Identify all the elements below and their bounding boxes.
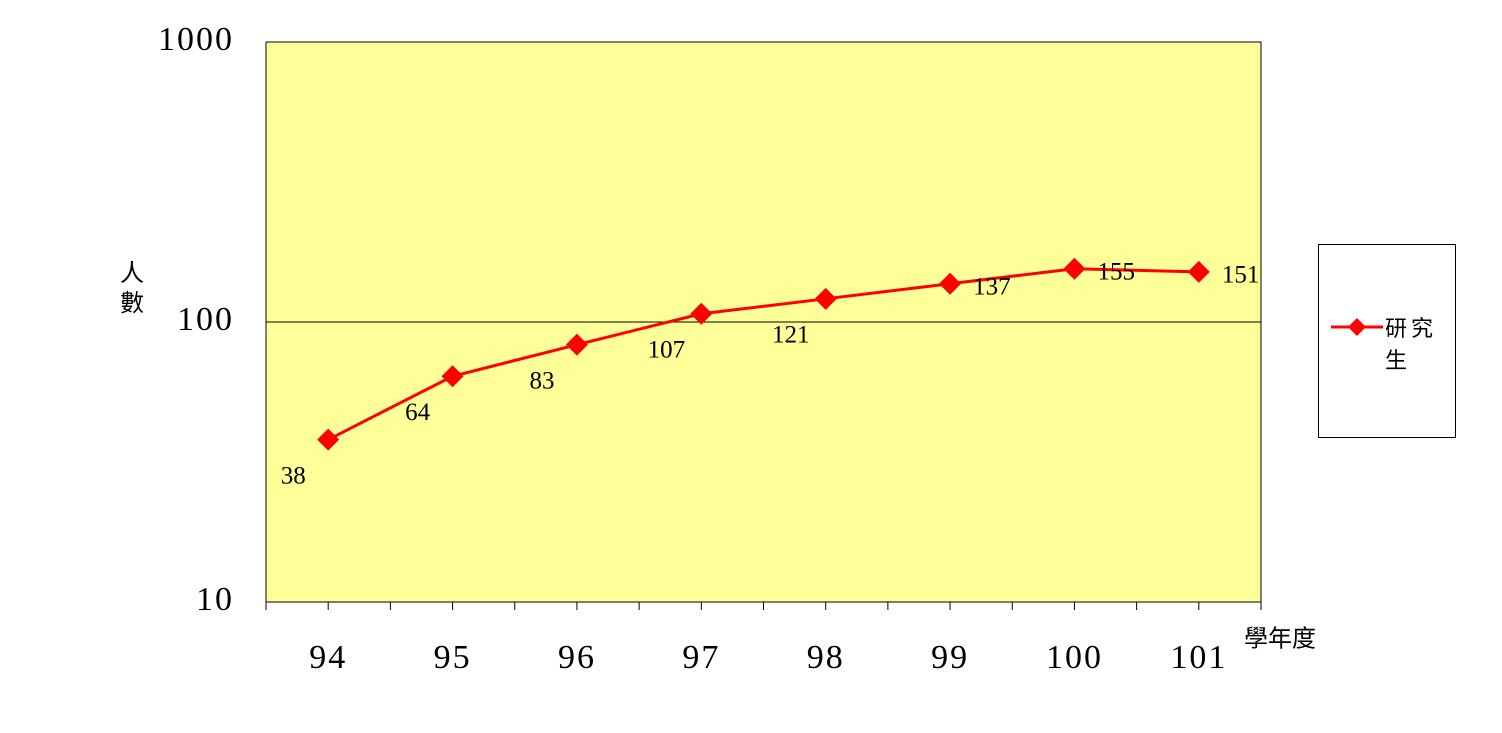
x-tick-label: 99 bbox=[931, 639, 969, 676]
legend: 研究生 bbox=[1318, 244, 1456, 438]
data-label: 64 bbox=[405, 399, 431, 426]
y-tick-label: 100 bbox=[177, 301, 234, 338]
legend-label: 研究生 bbox=[1385, 316, 1438, 373]
data-label: 38 bbox=[281, 462, 306, 489]
marker bbox=[939, 272, 962, 295]
legend-marker bbox=[1348, 318, 1366, 336]
legend-swatch bbox=[1331, 318, 1383, 336]
x-tick-label: 97 bbox=[682, 639, 720, 676]
marker bbox=[814, 287, 837, 310]
data-label: 107 bbox=[648, 337, 686, 364]
series-line bbox=[327, 267, 1199, 441]
x-tick-label: 94 bbox=[309, 639, 347, 676]
data-label: 83 bbox=[529, 367, 554, 394]
y-tick-label: 10 bbox=[196, 581, 234, 618]
marker bbox=[441, 365, 464, 388]
marker bbox=[1063, 257, 1086, 280]
marker bbox=[317, 428, 340, 451]
y-axis-label: 人數 bbox=[115, 260, 142, 320]
data-label: 137 bbox=[973, 273, 1011, 300]
x-tick-label: 101 bbox=[1170, 639, 1227, 676]
y-tick-label: 1000 bbox=[158, 21, 234, 58]
data-label: 155 bbox=[1097, 258, 1135, 285]
data-label: 121 bbox=[772, 322, 810, 349]
marker bbox=[565, 333, 588, 356]
data-label: 151 bbox=[1222, 262, 1260, 289]
x-tick-label: 100 bbox=[1046, 639, 1103, 676]
x-axis-label: 學年度 bbox=[1244, 626, 1316, 653]
x-tick-label: 98 bbox=[807, 639, 845, 676]
marker bbox=[1187, 260, 1210, 283]
marker bbox=[690, 302, 713, 325]
x-tick-label: 96 bbox=[558, 639, 596, 676]
x-tick-label: 95 bbox=[434, 639, 472, 676]
